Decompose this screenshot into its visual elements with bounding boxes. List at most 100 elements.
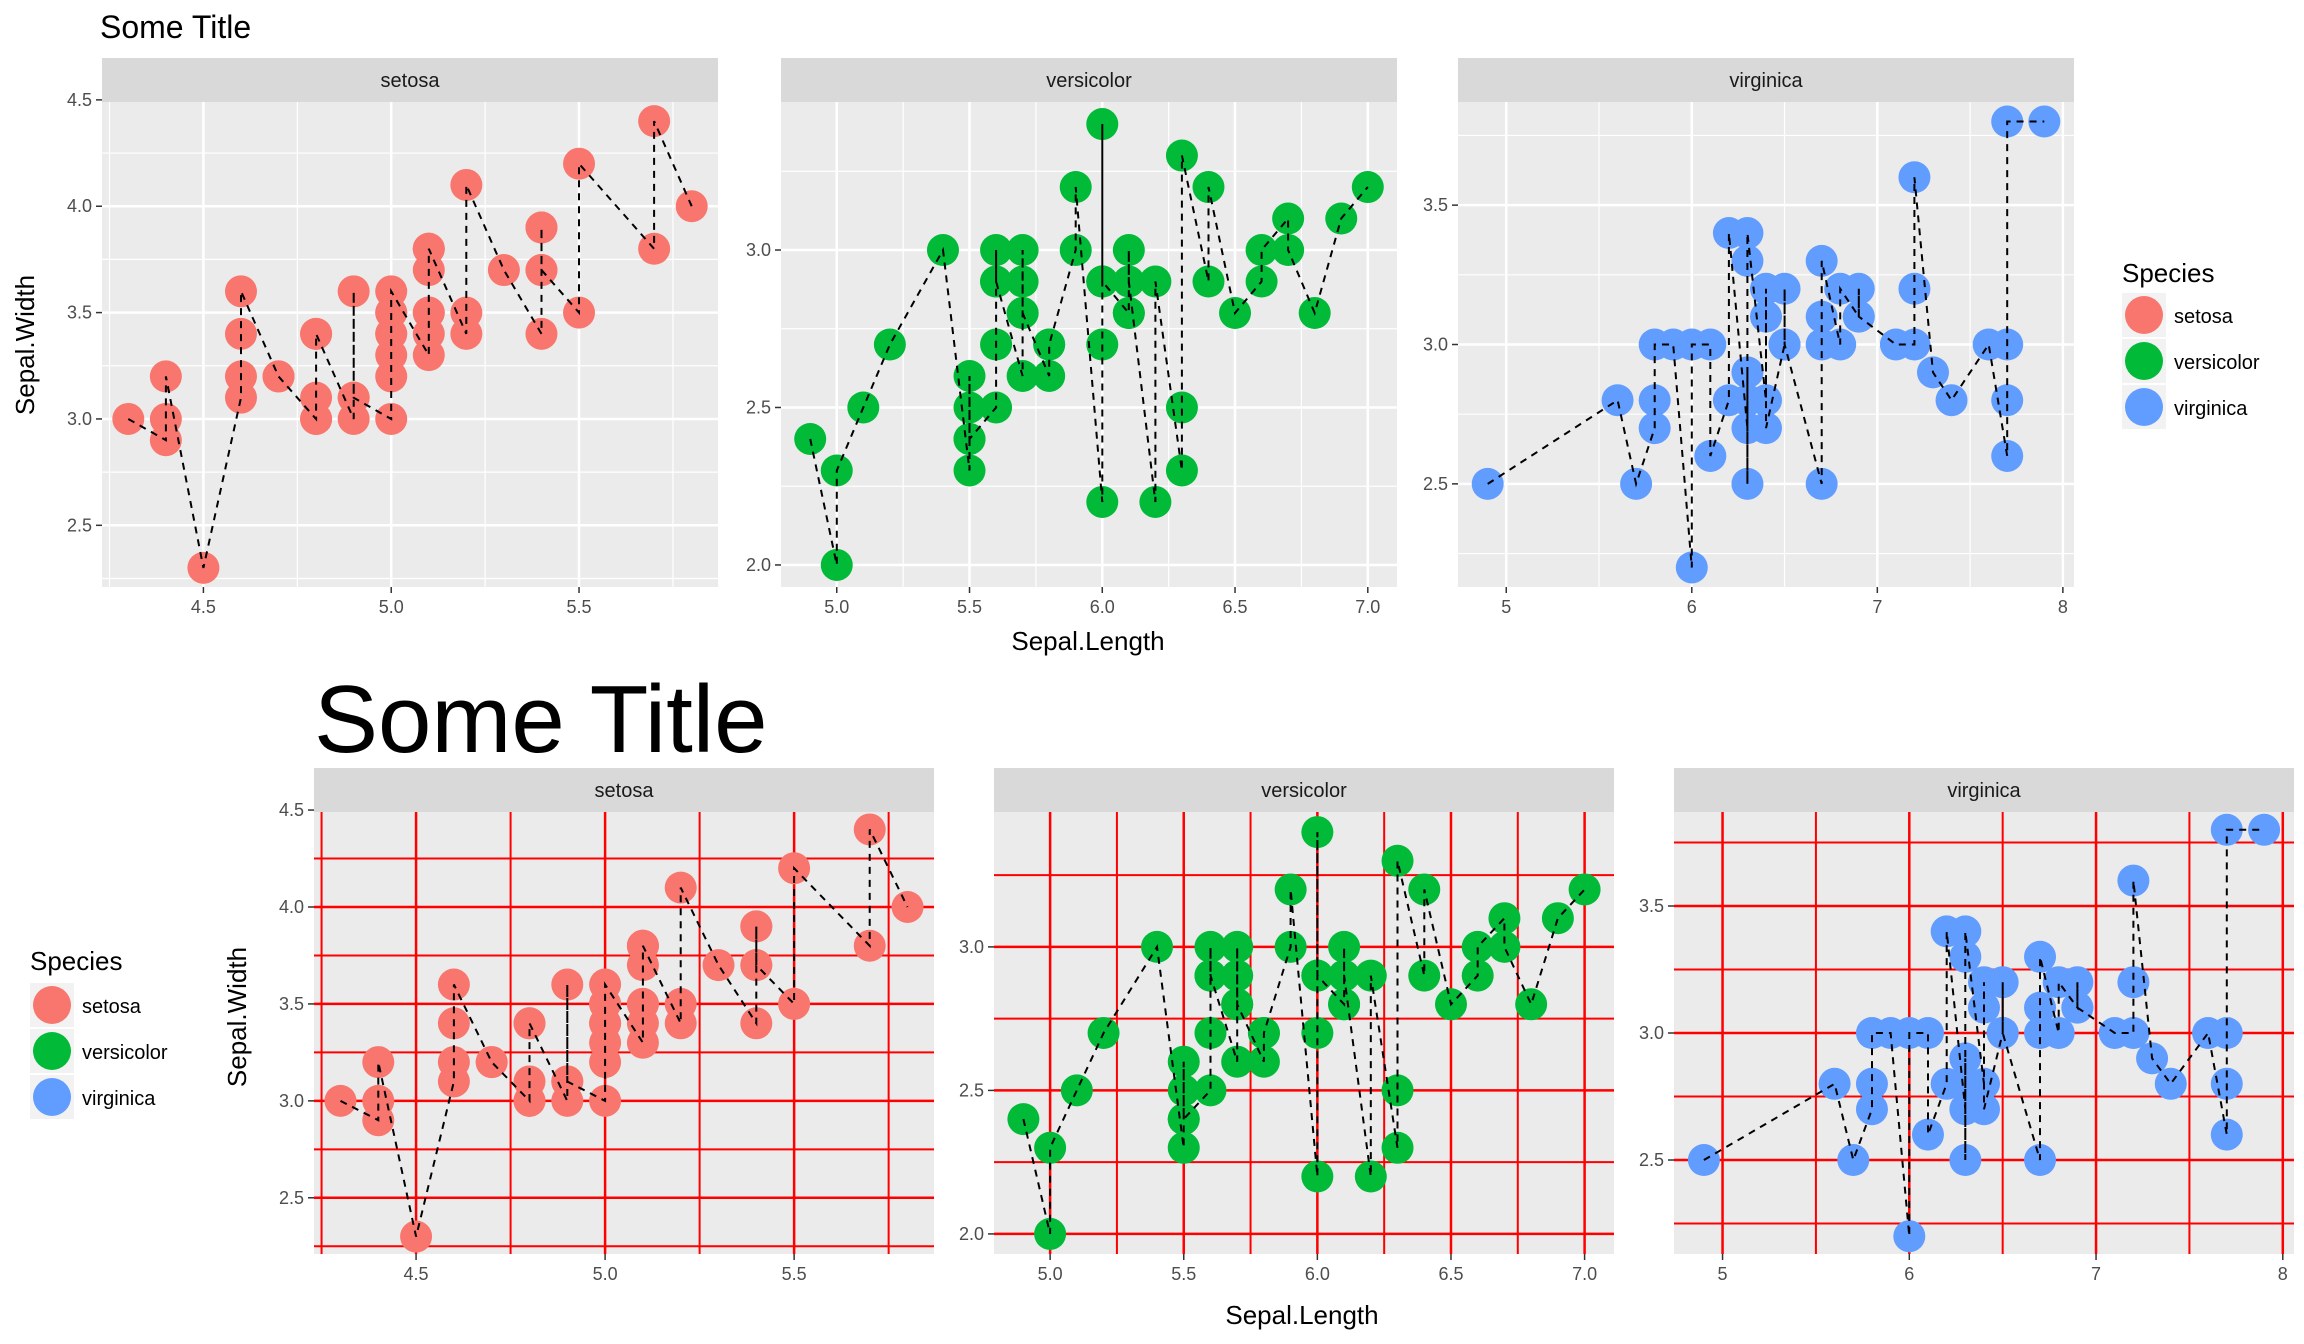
bottom-legend-label-virginica: virginica (82, 1088, 156, 1110)
data-point (1893, 1220, 1926, 1253)
x-tick-label: 5.5 (957, 597, 982, 617)
x-tick-label: 5.0 (593, 1264, 618, 1284)
data-point (675, 190, 708, 223)
data-point (337, 275, 370, 308)
y-tick-label: 2.5 (279, 1188, 304, 1208)
data-point (953, 359, 986, 392)
data-point (1731, 467, 1764, 500)
facet-panel-virginica: virginica 5 6 7 8 2.5 3.0 3.5 (1639, 768, 2294, 1284)
data-point (2061, 966, 2094, 999)
data-point (362, 1046, 395, 1079)
x-tick-label: 5.5 (1171, 1264, 1196, 1284)
data-point (778, 987, 811, 1020)
data-point (1033, 328, 1066, 361)
data-point (1006, 265, 1039, 298)
data-point (1086, 328, 1119, 361)
x-tick-label: 8 (2278, 1264, 2288, 1284)
top-legend: Species setosa versicolor virginica (2122, 258, 2260, 429)
data-point (2028, 105, 2061, 138)
y-tick-label: 2.5 (1423, 474, 1448, 494)
gridlines (781, 102, 1397, 587)
y-tick-label: 4.0 (67, 196, 92, 216)
plot-background (314, 812, 934, 1254)
y-tick-label: 3.0 (1639, 1023, 1664, 1043)
x-tick-label: 7.0 (1355, 597, 1380, 617)
top-legend-item-setosa: setosa (2122, 293, 2234, 337)
x-tick-label: 5.0 (379, 597, 404, 617)
data-point (262, 360, 295, 393)
data-point (1911, 1118, 1944, 1151)
connecting-line (340, 828, 909, 1237)
data-point (1301, 816, 1334, 849)
points-virginica (1687, 813, 2281, 1253)
x-tick-label: 6.5 (1438, 1264, 1463, 1284)
facet-strip-label: setosa (381, 70, 441, 92)
y-tick-label: 2.5 (746, 397, 771, 417)
data-point (891, 890, 924, 923)
connecting-line (1487, 120, 2045, 568)
data-point (1991, 384, 2024, 417)
data-point (702, 949, 735, 982)
data-point (2024, 991, 2057, 1024)
data-point (1949, 1144, 1982, 1177)
top-legend-title: Species (2122, 258, 2215, 288)
x-tick-label: 5.5 (782, 1264, 807, 1284)
y-tick-label: 4.5 (279, 800, 304, 820)
x-tick-label: 5.5 (567, 597, 592, 617)
x-tick-label: 6 (1687, 597, 1697, 617)
x-tick-label: 7 (2091, 1264, 2101, 1284)
x-tick-label: 7 (1872, 597, 1882, 617)
legend-swatch-virginica (2125, 388, 2163, 426)
data-point (1272, 202, 1305, 235)
data-point (450, 168, 483, 201)
data-point (1192, 265, 1225, 298)
data-point (1301, 1017, 1334, 1049)
data-point (1488, 902, 1521, 935)
data-point (475, 1046, 508, 1079)
top-title: Some Title (100, 9, 251, 45)
y-tick-label: 2.0 (746, 555, 771, 575)
x-tick-label: 5.0 (824, 597, 849, 617)
data-point (873, 328, 906, 361)
legend-swatch-versicolor (2125, 342, 2163, 380)
data-point (563, 147, 596, 180)
x-tick-label: 5 (1718, 1264, 1728, 1284)
bottom-y-axis-label: Sepal.Width (222, 947, 252, 1087)
y-tick-label: 3.0 (279, 1091, 304, 1111)
facet-panel-virginica: virginica 5 6 7 8 2.5 3.0 3.5 (1423, 58, 2074, 617)
x-tick-label: 6.5 (1223, 597, 1248, 617)
bottom-legend: Species setosa versicolor virginica (30, 946, 168, 1119)
facet-strip-label: virginica (1729, 70, 1803, 92)
data-point (1112, 297, 1145, 330)
data-point (2117, 864, 2150, 897)
data-point (638, 232, 671, 265)
data-point (1949, 940, 1982, 973)
data-point (1301, 1160, 1334, 1193)
data-point (2042, 1017, 2075, 1049)
data-point (2210, 1118, 2243, 1151)
data-point (1060, 1074, 1093, 1107)
data-point (1515, 988, 1548, 1021)
facet-strip-label: versicolor (1261, 780, 1347, 802)
data-point (1381, 844, 1414, 877)
data-point (224, 275, 257, 308)
data-point (2117, 1017, 2150, 1049)
bottom-legend-label-versicolor: versicolor (82, 1042, 168, 1064)
connecting-line (809, 124, 1369, 566)
data-point (513, 1007, 546, 1040)
x-tick-label: 6.0 (1090, 597, 1115, 617)
facet-panel-versicolor: versicolor 5.0 5.5 6.0 6.5 7.0 2.0 2.5 3.0 (746, 58, 1397, 617)
y-tick-label: 3.0 (67, 409, 92, 429)
data-point (2024, 940, 2057, 973)
y-tick-label: 3.0 (746, 240, 771, 260)
legend-swatch-setosa (2125, 296, 2163, 334)
x-tick-label: 7.0 (1572, 1264, 1597, 1284)
top-legend-label-virginica: virginica (2174, 398, 2248, 420)
x-tick-label: 8 (2058, 597, 2068, 617)
data-point (1949, 915, 1982, 948)
data-point (1221, 930, 1254, 963)
facet-strip-setosa (102, 58, 718, 102)
x-tick-label: 4.5 (191, 597, 216, 617)
data-point (2154, 1067, 2187, 1100)
